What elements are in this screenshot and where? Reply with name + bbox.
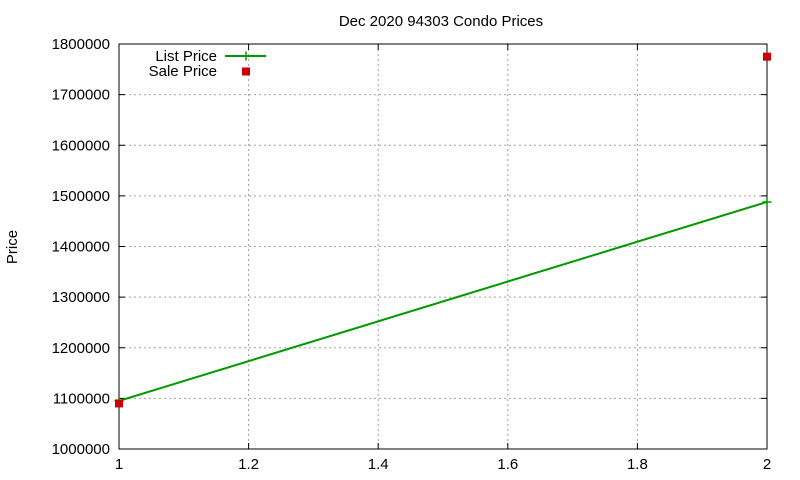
y-tick-label: 1400000 bbox=[52, 239, 110, 256]
sale-price-point bbox=[115, 399, 123, 408]
y-tick-label: 1800000 bbox=[52, 36, 110, 53]
legend-marker-sale-price bbox=[242, 67, 250, 76]
legend: List Price Sale Price bbox=[149, 48, 266, 80]
y-tick-label: 1300000 bbox=[52, 289, 110, 306]
legend-label-list-price: List Price bbox=[155, 48, 217, 65]
y-tick-label: 1200000 bbox=[52, 340, 110, 357]
chart-title: Dec 2020 94303 Condo Prices bbox=[339, 13, 543, 30]
x-tick-label: 1.4 bbox=[368, 456, 389, 473]
legend-label-sale-price: Sale Price bbox=[149, 63, 217, 80]
x-tick-label: 2 bbox=[763, 456, 771, 473]
sale-price-point bbox=[763, 52, 771, 61]
x-tick-label: 1.6 bbox=[497, 456, 518, 473]
y-tick-label: 1500000 bbox=[52, 188, 110, 205]
y-tick-label: 1700000 bbox=[52, 87, 110, 104]
axis-ticks: 1 1.2 1.4 1.6 1.8 2 1000000 1100000 1200000 13000… bbox=[52, 36, 772, 473]
y-axis-label: Price bbox=[4, 230, 21, 264]
y-tick-label: 1000000 bbox=[52, 441, 110, 458]
list-price-point bbox=[762, 197, 772, 207]
legend-marker-list-price bbox=[241, 51, 251, 61]
list-price-line bbox=[118, 200, 768, 402]
x-tick-label: 1.8 bbox=[627, 456, 648, 473]
x-tick-label: 1 bbox=[115, 456, 123, 473]
y-tick-label: 1600000 bbox=[52, 137, 110, 154]
grid bbox=[119, 44, 767, 449]
y-tick-label: 1100000 bbox=[53, 390, 110, 407]
x-tick-label: 1.2 bbox=[238, 456, 259, 473]
series-layer bbox=[114, 52, 772, 408]
